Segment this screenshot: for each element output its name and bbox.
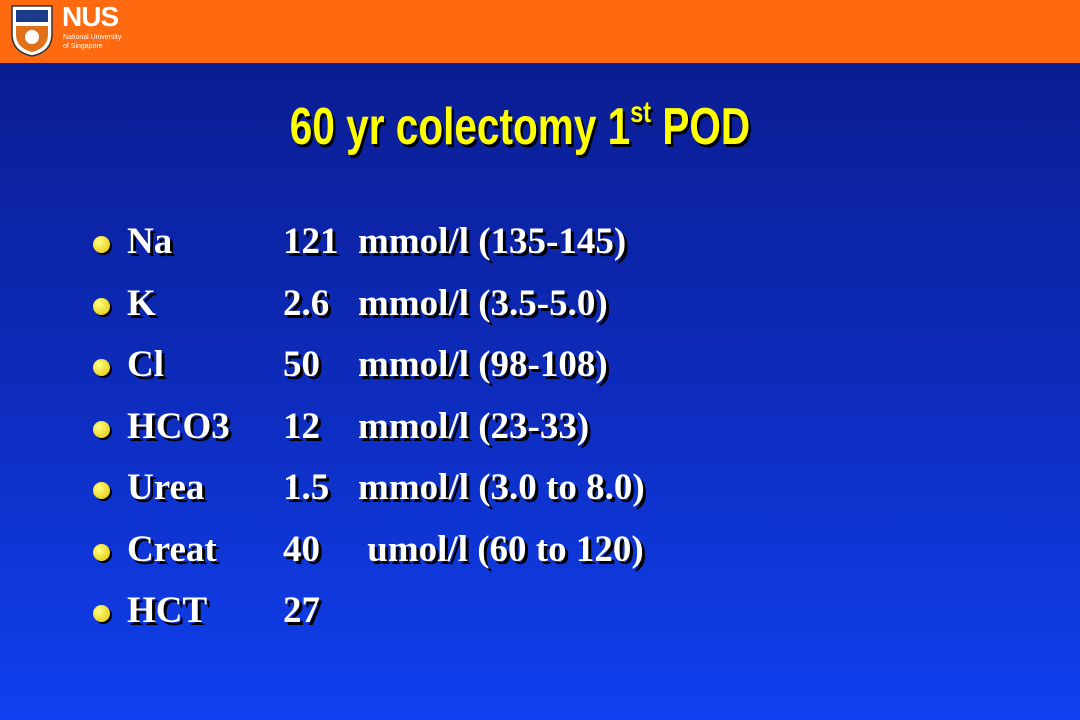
item-detail: umol/l (60 to 120): [358, 528, 644, 570]
item-label: Urea: [127, 467, 205, 508]
item-row: Na 121 mmol/l (135-145): [0, 220, 1080, 270]
item-detail: mmol/l (23-33): [358, 405, 590, 447]
title-main: 60 yr colectomy 1: [289, 98, 631, 156]
bullet: [93, 482, 110, 499]
item-row: K 2.6 mmol/l (3.5-5.0): [0, 282, 1080, 332]
item-value: 2.6: [283, 282, 330, 324]
bullet: [93, 543, 110, 561]
bullet: [93, 236, 110, 253]
logo-name: NUS: [62, 1, 119, 32]
title: 60 yr colectomy 1st POD: [114, 96, 925, 157]
item-label: Cl: [127, 344, 164, 385]
item-value: 12: [283, 405, 320, 447]
item-row: Creat 40 umol/l (60 to 120): [0, 528, 1080, 578]
bullet: [93, 297, 110, 315]
bullet: [93, 359, 110, 376]
item-row: Urea 1.5 mmol/l (3.0 to 8.0): [0, 466, 1080, 516]
item-detail: mmol/l (3.5-5.0): [358, 282, 608, 324]
item-value: 40: [283, 528, 320, 570]
item-detail: mmol/l (135-145): [358, 221, 627, 262]
item-label: HCT: [127, 590, 208, 631]
bullet: [93, 420, 110, 438]
item-row: Cl 50 mmol/l (98-108): [0, 343, 1080, 393]
item-label: Na: [127, 221, 173, 262]
item-value: 1.5: [283, 467, 330, 508]
title-end: POD: [662, 98, 751, 156]
item-value: 27: [283, 590, 320, 631]
item-row: HCT 27: [0, 589, 1080, 639]
logo-line: of Singapore: [63, 43, 103, 50]
item-label: HCO3: [127, 405, 230, 447]
item-value: 121: [283, 221, 339, 262]
header-bar: NUS National University of Singapore: [0, 0, 1080, 63]
item-detail: mmol/l (3.0 to 8.0): [358, 467, 645, 508]
item-label: Creat: [127, 528, 217, 570]
title-sup: st: [630, 96, 652, 129]
logo-line: National University: [63, 34, 122, 41]
bullet: [93, 605, 110, 622]
item-row: HCO3 12 mmol/l (23-33): [0, 405, 1080, 455]
item-label: K: [127, 282, 156, 324]
item-value: 50: [283, 344, 320, 385]
crest: [11, 5, 53, 57]
item-detail: mmol/l (98-108): [358, 344, 608, 385]
